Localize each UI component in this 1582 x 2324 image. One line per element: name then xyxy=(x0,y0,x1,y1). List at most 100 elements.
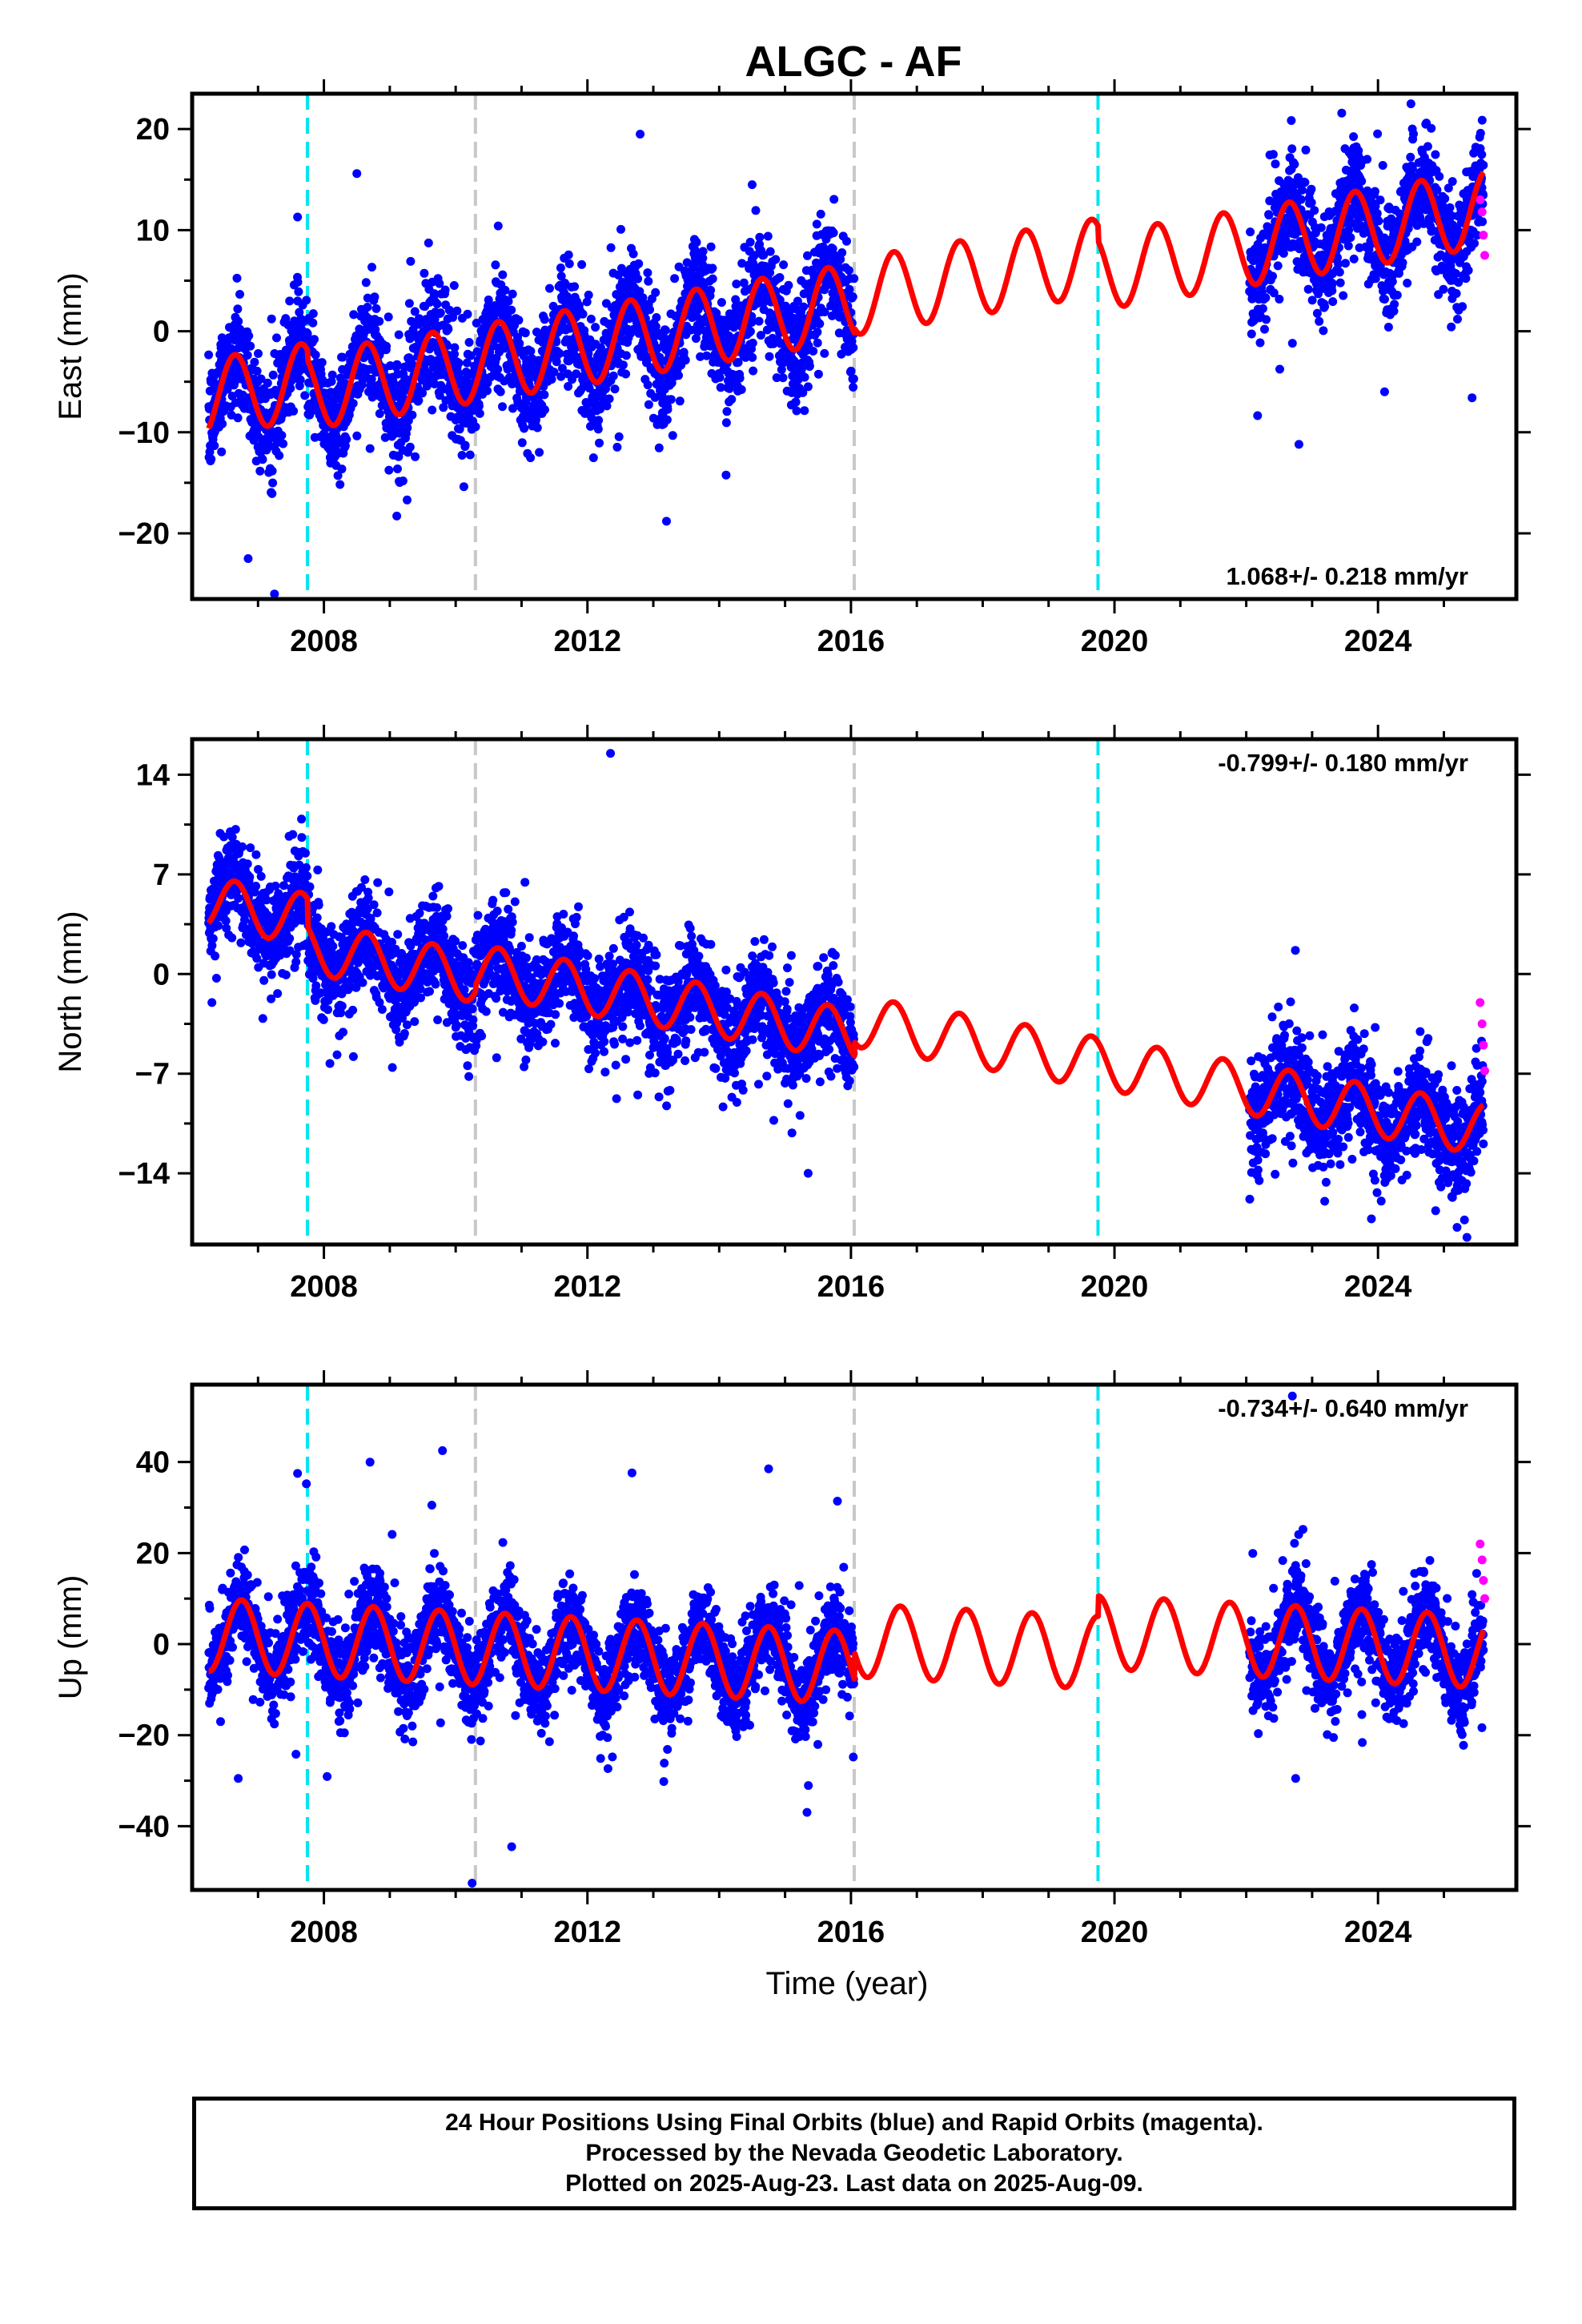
data-point xyxy=(614,432,624,441)
data-point xyxy=(820,308,829,316)
data-point xyxy=(207,454,216,464)
data-point xyxy=(564,259,574,268)
data-point xyxy=(410,307,420,316)
data-point xyxy=(303,871,312,881)
data-point xyxy=(295,375,305,384)
data-point xyxy=(540,315,549,324)
y-tick-label: −20 xyxy=(118,517,170,551)
data-point xyxy=(1387,277,1397,287)
data-point xyxy=(748,338,757,348)
data-point xyxy=(616,224,625,234)
data-point xyxy=(267,314,276,324)
data-point xyxy=(644,400,653,409)
data-point xyxy=(535,448,544,457)
data-point xyxy=(398,476,408,485)
data-point xyxy=(314,900,323,910)
data-point xyxy=(1319,326,1328,336)
data-point xyxy=(361,278,371,287)
data-point xyxy=(604,394,614,404)
rate-label: 1.068+/- 0.218 mm/yr xyxy=(1227,562,1468,590)
data-point xyxy=(1458,302,1468,312)
data-point xyxy=(517,438,527,448)
data-point xyxy=(454,358,464,368)
data-point xyxy=(1307,184,1316,194)
data-point xyxy=(520,424,529,433)
data-point xyxy=(803,382,813,392)
data-point xyxy=(1262,315,1271,324)
data-point xyxy=(547,375,556,384)
data-point xyxy=(493,364,503,374)
data-point xyxy=(340,441,350,451)
data-point xyxy=(337,1001,347,1011)
data-point xyxy=(836,255,845,264)
data-point xyxy=(414,396,424,405)
data-point xyxy=(259,975,269,985)
data-point xyxy=(1447,211,1456,220)
data-point xyxy=(211,974,221,983)
data-point xyxy=(1407,164,1417,174)
data-point xyxy=(268,370,278,380)
data-point xyxy=(563,292,572,301)
data-point xyxy=(849,374,858,384)
data-point xyxy=(1479,160,1488,170)
data-point xyxy=(504,296,513,306)
data-point xyxy=(693,304,703,314)
data-point xyxy=(1260,324,1269,334)
data-point xyxy=(1431,150,1440,159)
data-point xyxy=(230,378,239,388)
data-point xyxy=(829,195,839,204)
data-point xyxy=(650,392,660,402)
data-point xyxy=(1440,194,1450,203)
data-point xyxy=(621,369,631,379)
data-point xyxy=(475,408,484,418)
data-point xyxy=(400,1029,409,1038)
data-point xyxy=(308,309,318,319)
data-point xyxy=(1357,176,1367,186)
data-point xyxy=(243,351,252,360)
data-point xyxy=(777,365,786,375)
data-point xyxy=(666,395,676,404)
data-point xyxy=(1261,293,1271,303)
data-point xyxy=(251,850,261,859)
data-point xyxy=(1476,128,1485,138)
data-point xyxy=(520,328,530,338)
data-point xyxy=(1389,307,1399,316)
data-point xyxy=(293,277,303,287)
data-point xyxy=(643,268,652,278)
data-point xyxy=(1327,286,1337,296)
data-point xyxy=(339,1027,347,1037)
data-point xyxy=(415,314,424,324)
data-point xyxy=(1246,227,1255,237)
data-point xyxy=(643,380,652,390)
data-point xyxy=(1412,237,1422,247)
data-point xyxy=(648,413,658,423)
data-point xyxy=(1372,209,1382,218)
data-point xyxy=(450,349,460,359)
data-point xyxy=(279,881,288,891)
data-point xyxy=(1311,228,1320,238)
data-point xyxy=(1403,279,1412,287)
data-point xyxy=(765,247,775,256)
data-point xyxy=(674,371,683,380)
data-point xyxy=(383,312,393,322)
data-point xyxy=(755,232,765,242)
data-point xyxy=(595,438,604,448)
data-point xyxy=(483,386,492,396)
data-point xyxy=(327,376,336,386)
data-point xyxy=(1338,78,1347,86)
data-point xyxy=(425,987,434,996)
rapid-orbit-point xyxy=(1480,251,1490,260)
data-point xyxy=(846,366,856,376)
data-point xyxy=(651,287,661,297)
data-point xyxy=(367,374,376,384)
data-point xyxy=(1328,297,1338,307)
data-point xyxy=(1320,302,1330,312)
data-point xyxy=(621,351,631,360)
data-point xyxy=(586,314,596,324)
data-point xyxy=(317,358,327,368)
plot-area xyxy=(204,739,1490,1244)
data-point xyxy=(268,478,278,488)
data-point xyxy=(1275,364,1284,374)
data-point xyxy=(628,249,638,259)
